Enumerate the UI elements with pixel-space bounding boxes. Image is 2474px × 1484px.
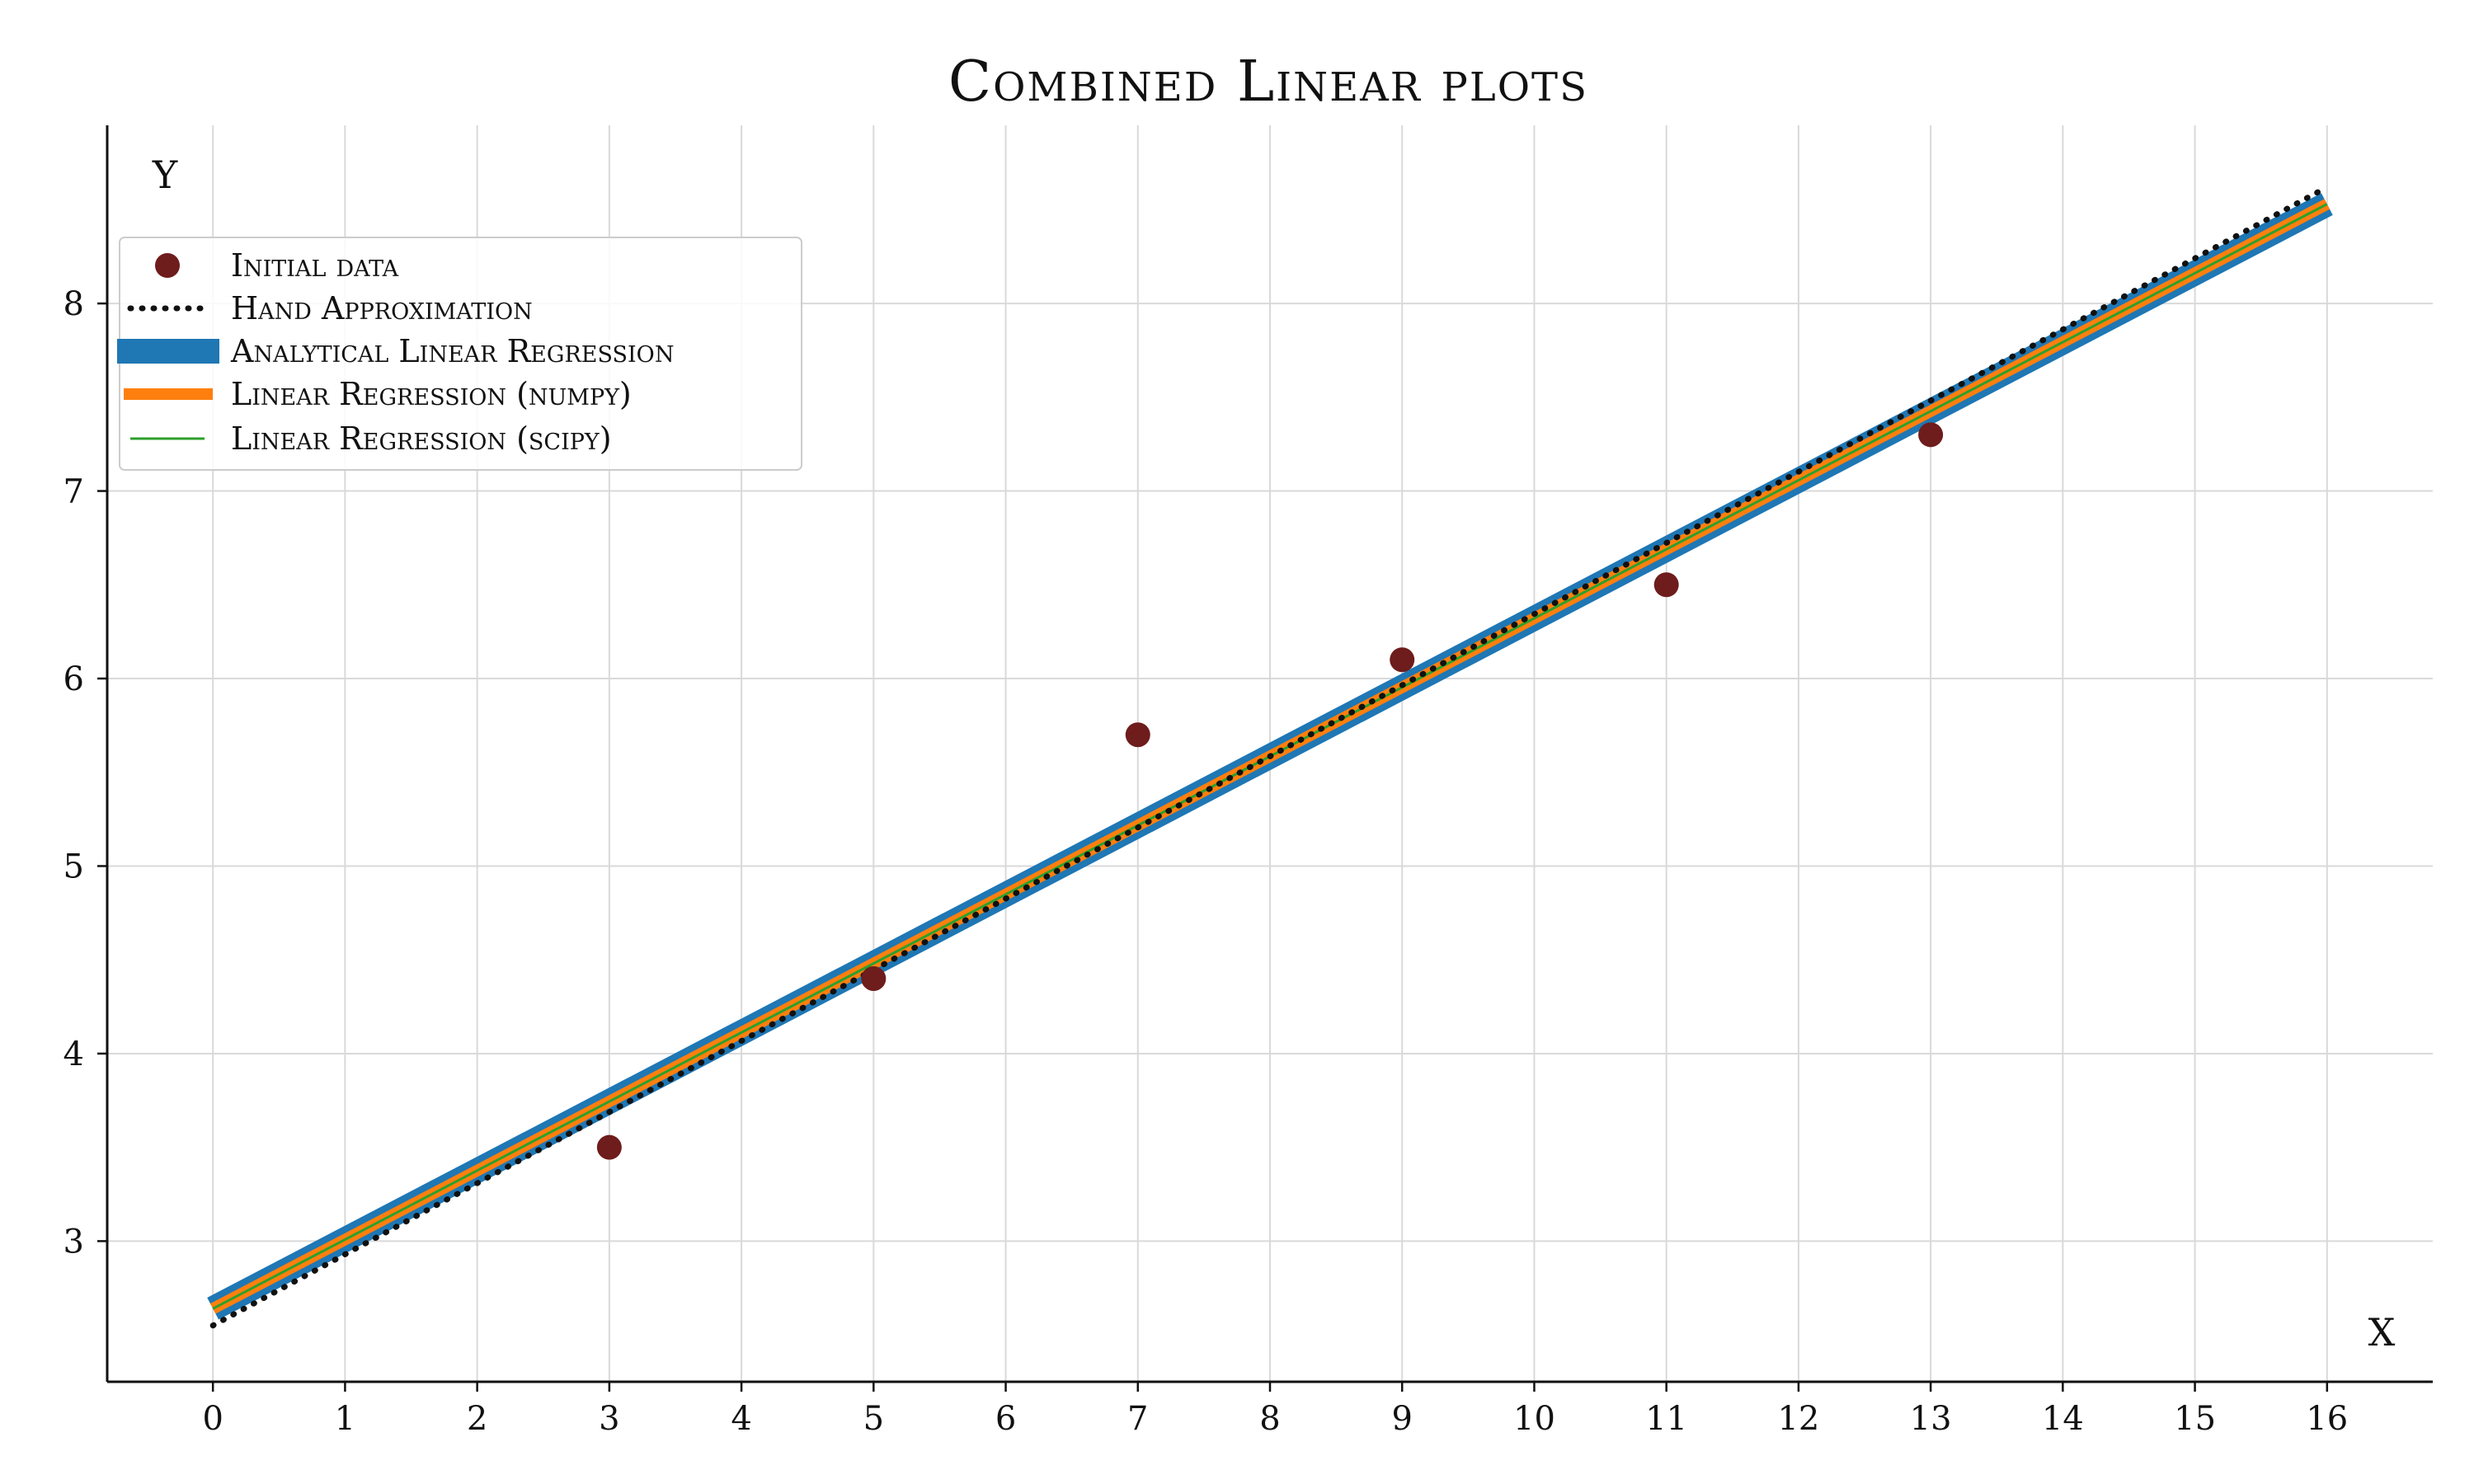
legend: Initial data Hand Approximation Analytical… — [117, 237, 802, 471]
x-tick-label: 1 — [335, 1400, 355, 1438]
x-tick-label: 4 — [731, 1400, 751, 1438]
y-tick-label: 3 — [63, 1223, 84, 1261]
series-line-hand — [209, 184, 2331, 1329]
legend-label: Analytical Linear Regression — [230, 333, 674, 369]
legend-item: Linear Regression (numpy) — [124, 376, 632, 412]
y-tick-label: 7 — [63, 473, 84, 511]
data-point — [861, 965, 887, 991]
legend-label: Hand Approximation — [231, 290, 533, 326]
x-tick-label: 16 — [2306, 1400, 2348, 1438]
data-point — [596, 1134, 622, 1160]
data-point — [1653, 572, 1679, 598]
x-tick-label: 3 — [599, 1400, 619, 1438]
legend-label: Initial data — [231, 247, 399, 284]
x-tick-label: 7 — [1127, 1400, 1148, 1438]
grid-layer — [107, 125, 2433, 1382]
x-tick-label: 10 — [1513, 1400, 1555, 1438]
x-tick-label: 15 — [2174, 1400, 2216, 1438]
x-tick-label: 11 — [1645, 1400, 1687, 1438]
x-tick-label: 13 — [1910, 1400, 1952, 1438]
x-axis-label: X — [2368, 1310, 2396, 1355]
x-tick-label: 5 — [863, 1400, 884, 1438]
legend-label: Linear Regression (scipy) — [231, 420, 612, 457]
data-point — [1918, 422, 1944, 448]
x-tick-label: 6 — [995, 1400, 1016, 1438]
legend-label: Linear Regression (numpy) — [231, 376, 632, 412]
legend-item: Linear Regression (scipy) — [130, 420, 612, 457]
x-tick-label: 2 — [467, 1400, 487, 1438]
x-tick-label: 0 — [202, 1400, 223, 1438]
legend-marker-initial-data — [155, 253, 180, 278]
y-tick-label: 4 — [63, 1036, 84, 1073]
x-tick-label: 9 — [1392, 1400, 1413, 1438]
chart-title: Combined Linear plots — [948, 49, 1588, 115]
series-layer — [207, 184, 2333, 1329]
x-tick-label: 12 — [1777, 1400, 1819, 1438]
y-tick-label: 5 — [63, 848, 84, 885]
y-tick-label: 8 — [63, 285, 84, 323]
data-point — [1125, 722, 1150, 748]
legend-item: Hand Approximation — [127, 290, 533, 326]
y-axis-label: Y — [152, 153, 178, 197]
x-tick-label: 8 — [1259, 1400, 1280, 1438]
y-tick-label: 6 — [63, 660, 84, 698]
legend-item: Initial data — [155, 247, 399, 284]
data-point — [1390, 647, 1415, 673]
x-tick-label: 14 — [2042, 1400, 2084, 1438]
legend-item: Analytical Linear Regression — [117, 333, 674, 369]
